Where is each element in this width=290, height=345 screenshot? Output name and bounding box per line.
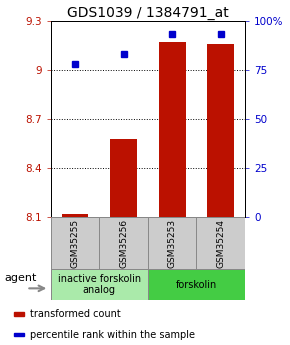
Bar — [159, 42, 186, 217]
Bar — [14, 333, 24, 336]
Bar — [62, 214, 88, 217]
Bar — [14, 312, 24, 316]
Bar — [196, 217, 245, 269]
Text: GSM35255: GSM35255 — [70, 219, 79, 268]
Text: GSM35253: GSM35253 — [168, 219, 177, 268]
Bar — [99, 217, 148, 269]
Text: GSM35256: GSM35256 — [119, 219, 128, 268]
Bar — [148, 269, 245, 300]
Bar — [110, 139, 137, 217]
Bar — [207, 44, 234, 217]
Text: transformed count: transformed count — [30, 309, 121, 319]
Title: GDS1039 / 1384791_at: GDS1039 / 1384791_at — [67, 6, 229, 20]
Bar — [51, 217, 99, 269]
Bar — [51, 269, 148, 300]
Bar — [148, 217, 196, 269]
Text: agent: agent — [4, 274, 37, 283]
Text: percentile rank within the sample: percentile rank within the sample — [30, 330, 195, 339]
Text: GSM35254: GSM35254 — [216, 219, 225, 268]
Text: forskolin: forskolin — [176, 280, 217, 289]
Text: inactive forskolin
analog: inactive forskolin analog — [58, 274, 141, 295]
